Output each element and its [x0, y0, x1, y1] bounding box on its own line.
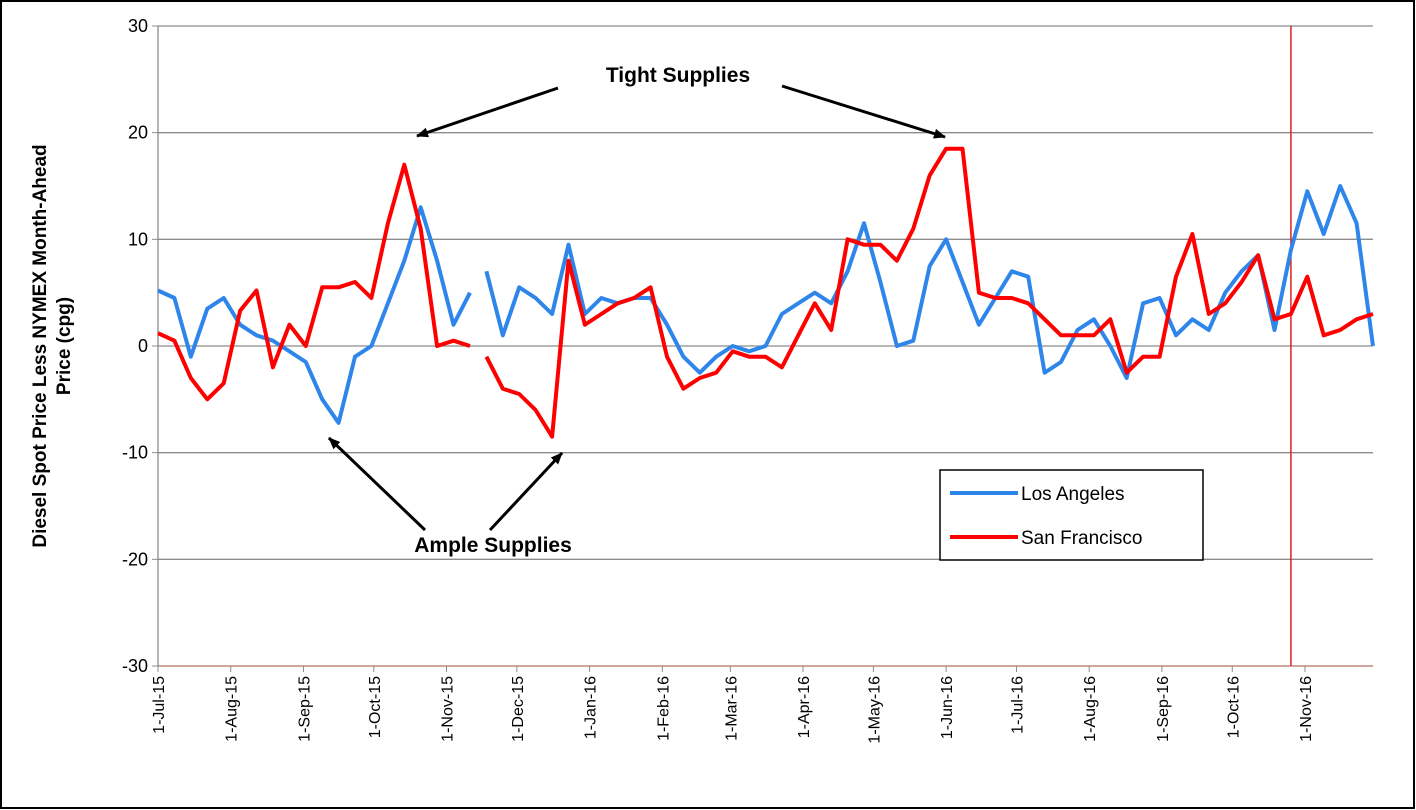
- legend-box: [939, 469, 1204, 561]
- x-tick-label: 1-Dec-15: [510, 676, 527, 742]
- y-tick-label: 0: [138, 336, 148, 356]
- grid: -30 -20 -10 0 10 20 30 1-Jul-15 1-Aug-15 1-Sep-15…: [122, 16, 1373, 744]
- x-tick-label: 1-Oct-16: [1225, 676, 1242, 738]
- y-axis-label: Price (cpg): [54, 297, 75, 395]
- x-tick-label: 1-Jul-15: [151, 676, 168, 734]
- x-tick-label: 1-Mar-16: [723, 676, 740, 741]
- series-line: [157, 146, 1374, 439]
- y-axis-label: Diesel Spot Price Less NYMEX Month-Ahead: [30, 144, 51, 547]
- x-tick-label: 1-Aug-16: [1082, 676, 1099, 742]
- annotation: Ample Supplies: [414, 534, 572, 557]
- x-tick-label: 1-Sep-16: [1155, 676, 1172, 742]
- legend: Los Angeles San Francisco: [939, 469, 1204, 561]
- x-tick-label: 1-Nov-16: [1298, 676, 1315, 742]
- y-tick-label: -30: [122, 656, 148, 676]
- x-tick-label: 1-Jan-16: [583, 676, 600, 739]
- x-tick-label: 1-Sep-15: [296, 676, 313, 742]
- y-tick-label: -10: [122, 443, 148, 463]
- x-tick-label: 1-Nov-15: [440, 676, 457, 742]
- x-tick-label: 1-Aug-15: [224, 676, 241, 742]
- arrow: [781, 84, 946, 139]
- x-tick-label: 1-Feb-16: [655, 676, 672, 741]
- legend-label: San Francisco: [1021, 528, 1142, 549]
- annotation: Tight Supplies: [606, 64, 750, 87]
- arrow: [327, 436, 427, 532]
- x-tick-label: 1-Jul-16: [1009, 676, 1026, 734]
- x-tick-label: 1-May-16: [866, 676, 883, 744]
- y-tick-label: -20: [122, 549, 148, 569]
- y-tick-label: 10: [128, 229, 148, 249]
- arrow: [416, 86, 559, 138]
- lines: [157, 146, 1375, 439]
- x-tick-label: 1-Jun-16: [939, 676, 956, 739]
- x-tick-label: 1-Apr-16: [796, 676, 813, 738]
- arrow: [488, 451, 564, 532]
- y-tick-label: 20: [128, 123, 148, 143]
- y-tick-label: 30: [128, 16, 148, 36]
- legend-label: Los Angeles: [1021, 484, 1125, 505]
- x-tick-label: 1-Oct-15: [367, 676, 384, 738]
